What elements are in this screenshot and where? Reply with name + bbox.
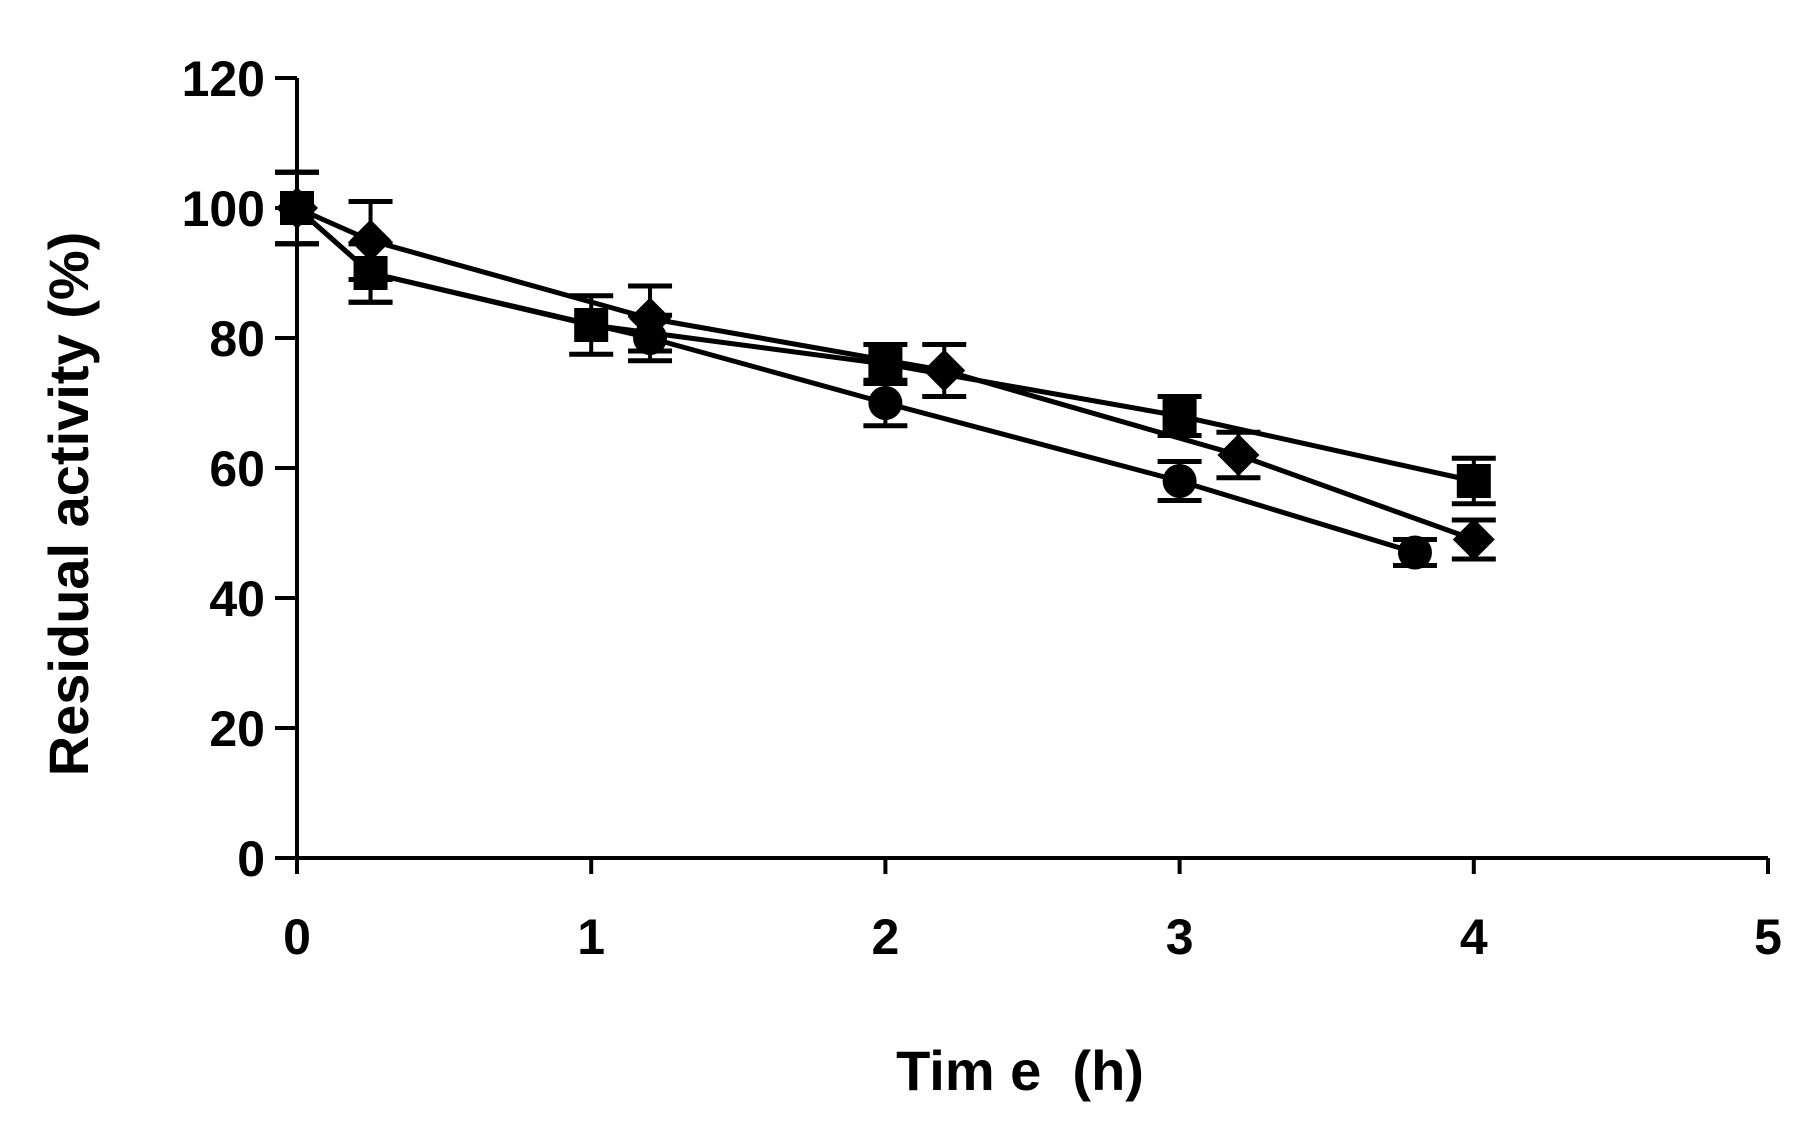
circle-point-2 — [633, 321, 668, 355]
diamond-point-1 — [349, 219, 392, 262]
x-tick-label-0: 0 — [283, 909, 311, 965]
x-tick-label-5: 5 — [1754, 909, 1782, 965]
y-tick-label-100: 100 — [182, 181, 265, 237]
axes: 0 20 40 60 80 100 120 0 1 2 3 4 5 — [182, 51, 1782, 965]
x-axis-title: Tim e (h) — [896, 1039, 1144, 1102]
series-layer — [275, 169, 1496, 570]
circle-point-3 — [868, 386, 903, 420]
circle-series-line — [295, 206, 1416, 555]
x-tick-label-4: 4 — [1460, 909, 1488, 965]
y-tick-label-40: 40 — [209, 571, 265, 627]
y-tick-label-20: 20 — [209, 701, 265, 757]
diamond-point-3 — [923, 349, 966, 392]
y-tick-label-60: 60 — [209, 441, 265, 497]
circle-point-1 — [353, 256, 388, 290]
square-point-5 — [1456, 464, 1491, 498]
series-circle — [275, 169, 1437, 570]
y-axis-title: Residual activity (%) — [37, 232, 100, 777]
circle-point-4 — [1162, 464, 1197, 498]
y-tick-label-0: 0 — [237, 831, 265, 887]
diamond-point-5 — [1452, 518, 1495, 561]
x-tick-label-3: 3 — [1166, 909, 1194, 965]
series-square — [275, 169, 1496, 507]
x-tick-label-2: 2 — [871, 909, 899, 965]
y-tick-label-120: 120 — [182, 51, 265, 107]
square-point-4 — [1162, 399, 1197, 433]
x-tick-label-1: 1 — [577, 909, 605, 965]
circle-point-0 — [280, 191, 314, 225]
y-tick-label-80: 80 — [209, 311, 265, 367]
diamond-point-4 — [1217, 434, 1260, 476]
circle-point-5 — [1397, 535, 1432, 570]
